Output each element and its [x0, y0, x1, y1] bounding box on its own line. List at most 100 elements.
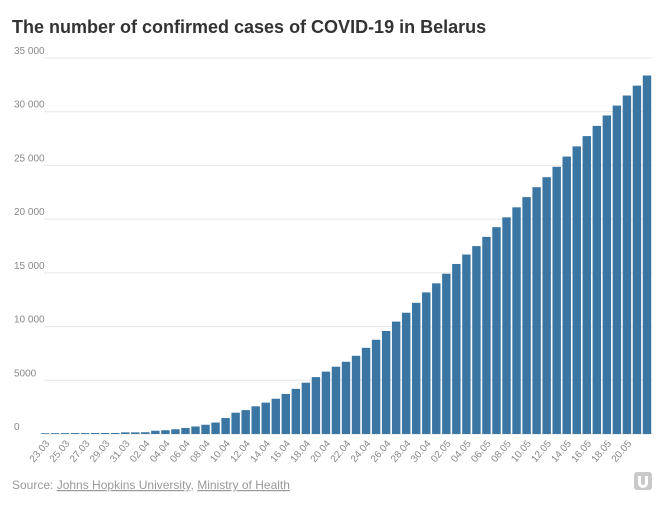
bar [542, 177, 551, 434]
x-tick-label: 06.05 [469, 438, 494, 465]
bar [622, 95, 632, 435]
bar [562, 156, 571, 434]
x-tick-label: 20.04 [309, 438, 334, 465]
bar [80, 433, 90, 434]
y-tick-label: 30 000 [14, 100, 45, 111]
x-tick-label: 29.03 [88, 438, 113, 465]
bar [231, 412, 240, 434]
x-tick-label: 18.04 [289, 438, 314, 465]
bar [171, 429, 180, 434]
bar [351, 355, 361, 434]
source-link[interactable]: Ministry of Health [197, 478, 290, 492]
source: Source: Johns Hopkins University, Minist… [12, 478, 290, 492]
x-tick-label: 02.04 [128, 438, 153, 465]
x-tick-label: 28.04 [389, 438, 414, 465]
source-separator: , [191, 478, 194, 492]
y-tick-label: 35 000 [14, 46, 45, 57]
x-tick-label: 23.03 [28, 438, 53, 465]
x-tick-label: 04.04 [148, 438, 173, 465]
bar [321, 371, 331, 434]
bar [452, 263, 461, 434]
source-link[interactable]: Johns Hopkins University [57, 478, 192, 492]
x-tick-label: 22.04 [329, 438, 354, 465]
bar [241, 410, 250, 434]
bar [131, 432, 140, 434]
x-tick-label: 18.05 [590, 438, 615, 465]
x-tick-label: 04.05 [449, 438, 474, 465]
y-tick-label: 15 000 [14, 261, 45, 272]
logo-mark [638, 476, 648, 488]
bar [311, 377, 321, 434]
bar [111, 432, 120, 434]
bar [361, 347, 371, 434]
bar [462, 254, 471, 434]
bar [412, 302, 421, 434]
x-tick-label: 14.05 [550, 438, 575, 465]
bar [201, 424, 210, 434]
x-tick-label: 20.05 [610, 438, 635, 465]
bar [432, 283, 441, 434]
bar [60, 433, 70, 434]
bar [442, 273, 451, 434]
bar [492, 227, 501, 434]
x-tick-label: 14.04 [249, 438, 274, 465]
bar [532, 187, 541, 434]
bar [502, 217, 511, 434]
bar [181, 427, 190, 434]
x-tick-label: 30.04 [409, 438, 434, 465]
bar [271, 398, 280, 434]
bar [221, 418, 230, 434]
y-tick-label: 25 000 [14, 153, 45, 164]
bar [191, 426, 200, 434]
bar [211, 422, 220, 434]
bar [632, 85, 642, 435]
bar [642, 75, 652, 434]
bar [512, 207, 521, 434]
logo [634, 472, 652, 490]
bar [472, 246, 481, 434]
bar [401, 312, 411, 434]
x-tick-label: 24.04 [349, 438, 374, 465]
bar [291, 388, 301, 434]
bar [552, 166, 561, 434]
bar [572, 146, 581, 435]
x-tick-label: 25.03 [48, 438, 73, 465]
bar [381, 330, 391, 434]
bar [100, 432, 110, 434]
x-tick-label: 06.04 [168, 438, 193, 465]
y-tick-label: 0 [14, 422, 20, 433]
x-tick-label: 31.03 [108, 438, 133, 465]
x-tick-label: 16.05 [570, 438, 595, 465]
bar [251, 406, 260, 434]
x-tick-label: 08.04 [188, 438, 213, 465]
bar [602, 115, 612, 434]
bar [301, 382, 311, 434]
bar [141, 432, 150, 434]
bar [70, 433, 80, 434]
bar [281, 393, 291, 434]
bar [612, 105, 622, 435]
bar [371, 339, 381, 434]
bar [582, 136, 592, 434]
bar [50, 433, 60, 434]
bar [422, 292, 431, 434]
bar [341, 361, 351, 434]
x-tick-label: 02.05 [429, 438, 454, 465]
y-tick-label: 10 000 [14, 315, 45, 326]
x-tick-label: 12.05 [529, 438, 554, 465]
source-label: Source: [12, 478, 53, 492]
y-tick-label: 5000 [14, 368, 37, 379]
bar [161, 430, 170, 434]
bar [40, 433, 50, 434]
x-tick-label: 08.05 [489, 438, 514, 465]
bar [522, 197, 531, 434]
x-tick-label: 10.04 [208, 438, 233, 465]
bar [391, 321, 401, 434]
bar [151, 430, 160, 434]
chart-title: The number of confirmed cases of COVID-1… [12, 17, 486, 37]
x-tick-label: 26.04 [369, 438, 394, 465]
x-tick-label: 12.04 [228, 438, 253, 465]
bar [261, 402, 270, 434]
x-tick-label: 27.03 [68, 438, 93, 465]
